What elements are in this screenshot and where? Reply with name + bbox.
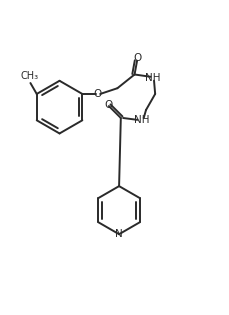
Text: O: O [134,54,142,63]
Text: N: N [115,229,123,239]
Text: NH: NH [134,115,149,125]
Text: O: O [104,100,112,110]
Text: NH: NH [145,73,161,83]
Text: CH₃: CH₃ [21,71,39,81]
Text: O: O [94,89,102,99]
